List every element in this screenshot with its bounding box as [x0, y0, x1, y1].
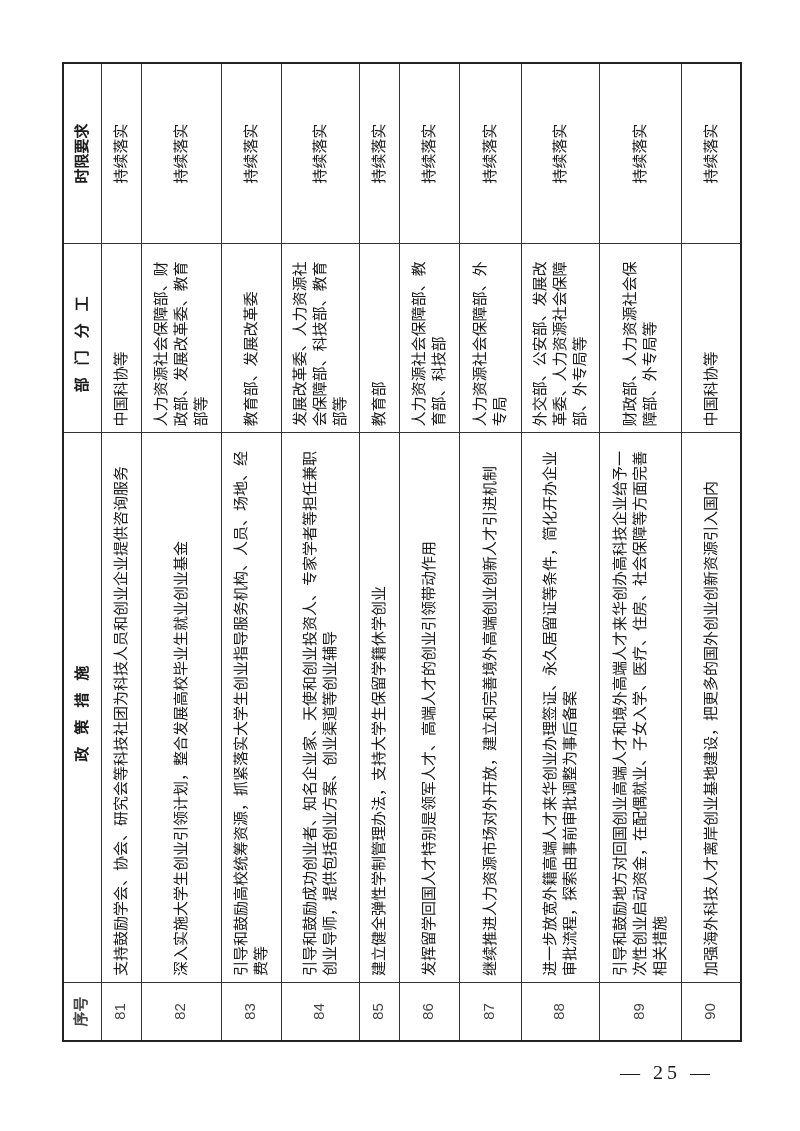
table-row: 82 深入实施大学生创业引领计划，整合发展高校毕业生就业创业基金 人力资源社会保障部… — [141, 63, 221, 1041]
row-no: 87 — [459, 982, 521, 1041]
row-no: 81 — [101, 982, 141, 1041]
table-header-row: 序号 政策措施 部门分工 时限要求 — [63, 63, 101, 1041]
row-policy: 引导和鼓励高校统筹资源，抓紧落实大学生创业指导服务机构、人员、场地、经费等 — [221, 432, 281, 983]
row-time: 持续落实 — [399, 63, 459, 244]
row-policy: 建立健全弹性学制管理办法，支持大学生保留学籍休学创业 — [359, 432, 399, 983]
row-time: 持续落实 — [599, 63, 681, 244]
row-time: 持续落实 — [281, 63, 359, 244]
row-policy: 发挥留学回国人才特别是领军人才、高端人才的创业引领带动作用 — [399, 432, 459, 983]
row-dept: 人力资源社会保障部、教育部、科技部 — [399, 243, 459, 433]
row-no: 84 — [281, 982, 359, 1041]
row-dept: 财政部、人力资源社会保障部、外专局等 — [599, 243, 681, 433]
table-row: 83 引导和鼓励高校统筹资源，抓紧落实大学生创业指导服务机构、人员、场地、经费等教… — [221, 63, 281, 1041]
row-time: 持续落实 — [359, 63, 399, 244]
row-dept: 教育部 — [359, 243, 399, 433]
table-row: 84 引导和鼓励成功创业者、知名企业家、天使和创业投资人、专家学者等担任兼职创业导… — [281, 63, 359, 1041]
table-row: 86 发挥留学回国人才特别是领军人才、高端人才的创业引领带动作用 人力资源社会保障部… — [399, 63, 459, 1041]
row-no: 90 — [681, 982, 741, 1041]
row-dept: 发展改革委、人力资源社会保障部、科技部、教育部等 — [281, 243, 359, 433]
row-time: 持续落实 — [221, 63, 281, 244]
rotated-table-container: 序号 政策措施 部门分工 时限要求 81 支持鼓励学会、协会、研究会等科技社团为科… — [62, 62, 742, 1042]
table-row: 81 支持鼓励学会、协会、研究会等科技社团为科技人员和创业企业提供咨询服务 中国科协… — [101, 63, 141, 1041]
row-time: 持续落实 — [459, 63, 521, 244]
table-row: 90 加强海外科技人才离岸创业基地建设，把更多的国外创业创新资源引入国内 中国科协等… — [681, 63, 741, 1041]
table-row: 88 进一步放宽外籍高端人才来华创业办理签证、永久居留证等条件，简化开办企业审批流… — [521, 63, 599, 1041]
row-time: 持续落实 — [521, 63, 599, 244]
row-policy: 继续推进人力资源市场对外开放，建立和完善境外高端创业创新人才引进机制 — [459, 432, 521, 983]
row-time: 持续落实 — [141, 63, 221, 244]
row-time: 持续落实 — [681, 63, 741, 244]
row-time: 持续落实 — [101, 63, 141, 244]
header-dept: 部门分工 — [63, 243, 101, 433]
row-no: 85 — [359, 982, 399, 1041]
row-dept: 人力资源社会保障部、财政部、发展改革委、教育部等 — [141, 243, 221, 433]
table-row: 89 引导和鼓励地方对回国创业高端人才和境外高端人才来华创办高科技企业给予一次性创… — [599, 63, 681, 1041]
row-policy: 支持鼓励学会、协会、研究会等科技社团为科技人员和创业企业提供咨询服务 — [101, 432, 141, 983]
policy-table: 序号 政策措施 部门分工 时限要求 81 支持鼓励学会、协会、研究会等科技社团为科… — [62, 62, 742, 1042]
table-row: 85 建立健全弹性学制管理办法，支持大学生保留学籍休学创业 教育部 持续落实 — [359, 63, 399, 1041]
row-dept: 中国科协等 — [681, 243, 741, 433]
header-policy: 政策措施 — [63, 432, 101, 983]
row-policy: 引导和鼓励成功创业者、知名企业家、天使和创业投资人、专家学者等担任兼职创业导师，… — [281, 432, 359, 983]
header-time: 时限要求 — [63, 63, 101, 244]
row-policy: 引导和鼓励地方对回国创业高端人才和境外高端人才来华创办高科技企业给予一次性创业启… — [599, 432, 681, 983]
row-no: 86 — [399, 982, 459, 1041]
row-no: 88 — [521, 982, 599, 1041]
row-policy: 深入实施大学生创业引领计划，整合发展高校毕业生就业创业基金 — [141, 432, 221, 983]
row-dept: 外交部、公安部、发展改革委、人力资源社会保障部、外专局等 — [521, 243, 599, 433]
table-row: 87 继续推进人力资源市场对外开放，建立和完善境外高端创业创新人才引进机制 人力资源… — [459, 63, 521, 1041]
row-dept: 人力资源社会保障部、外专局 — [459, 243, 521, 433]
row-no: 83 — [221, 982, 281, 1041]
row-dept: 中国科协等 — [101, 243, 141, 433]
row-no: 82 — [141, 982, 221, 1041]
row-policy: 加强海外科技人才离岸创业基地建设，把更多的国外创业创新资源引入国内 — [681, 432, 741, 983]
header-no: 序号 — [63, 982, 101, 1041]
row-policy: 进一步放宽外籍高端人才来华创业办理签证、永久居留证等条件，简化开办企业审批流程，… — [521, 432, 599, 983]
row-no: 89 — [599, 982, 681, 1041]
row-dept: 教育部、发展改革委 — [221, 243, 281, 433]
page-number: — 25 — — [620, 1062, 714, 1084]
